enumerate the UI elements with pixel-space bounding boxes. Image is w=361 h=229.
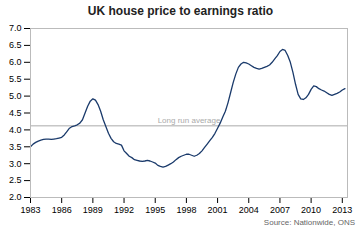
svg-text:1995: 1995 — [145, 205, 165, 215]
svg-text:4.0: 4.0 — [9, 125, 22, 135]
svg-text:1992: 1992 — [114, 205, 134, 215]
svg-text:Long run average: Long run average — [158, 116, 221, 125]
svg-text:1986: 1986 — [52, 205, 72, 215]
svg-text:6.0: 6.0 — [9, 57, 22, 67]
svg-text:5.0: 5.0 — [9, 91, 22, 101]
svg-text:2001: 2001 — [208, 205, 228, 215]
svg-text:2007: 2007 — [270, 205, 290, 215]
svg-text:2010: 2010 — [301, 205, 321, 215]
svg-text:2.5: 2.5 — [9, 175, 22, 185]
svg-text:1998: 1998 — [176, 205, 196, 215]
svg-text:4.5: 4.5 — [9, 108, 22, 118]
svg-text:2.0: 2.0 — [9, 192, 22, 202]
svg-text:3.0: 3.0 — [9, 159, 22, 169]
svg-text:1989: 1989 — [83, 205, 103, 215]
html-text:Source: Nationwide, ONS: Source: Nationwide, ONS — [263, 218, 355, 227]
html-text:UK house price to earnings rat: UK house price to earnings ratio — [87, 4, 274, 18]
svg-text:5.5: 5.5 — [9, 74, 22, 84]
svg-text:3.5: 3.5 — [9, 142, 22, 152]
svg-text:7.0: 7.0 — [9, 23, 22, 33]
svg-text:1983: 1983 — [20, 205, 40, 215]
svg-text:6.5: 6.5 — [9, 40, 22, 50]
svg-text:2013: 2013 — [332, 205, 352, 215]
svg-text:2004: 2004 — [239, 205, 259, 215]
